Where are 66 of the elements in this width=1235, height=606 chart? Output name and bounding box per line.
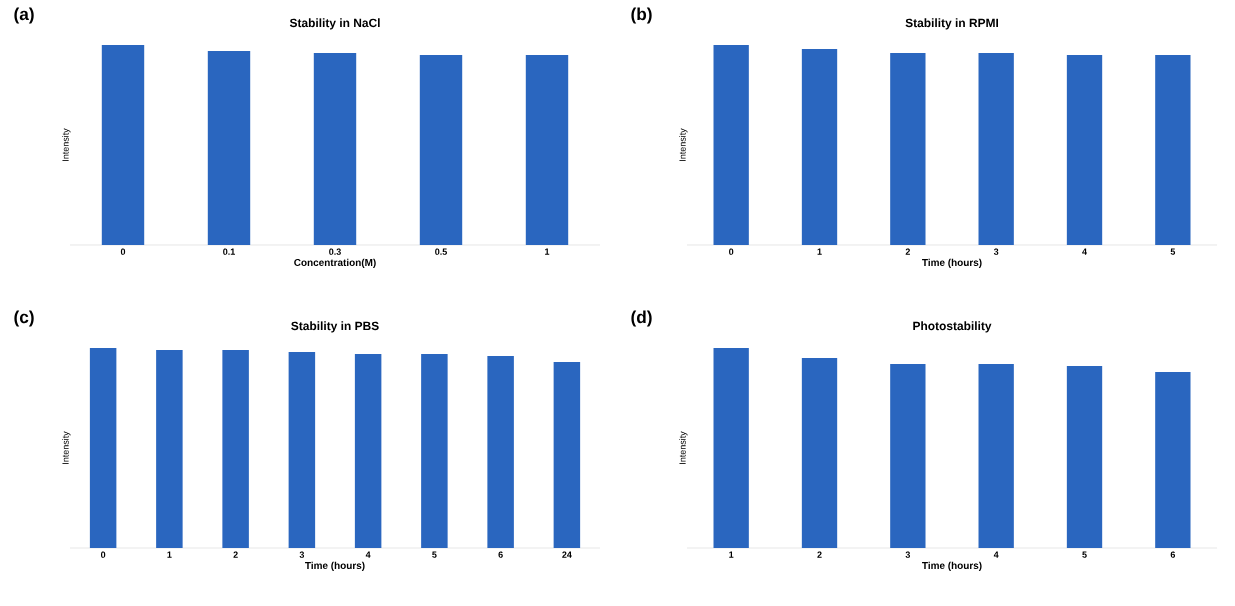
- x-axis-title: Time (hours): [922, 561, 982, 571]
- bar: [978, 53, 1014, 245]
- x-tick-label: 1: [545, 248, 550, 255]
- bar: [801, 358, 838, 548]
- chart-title: Stability in RPMI: [905, 18, 999, 30]
- x-tick-label: 0: [729, 248, 734, 255]
- bar: [978, 364, 1014, 548]
- x-tick-label: 2: [817, 551, 822, 558]
- bar: [421, 354, 448, 548]
- x-tick-label: 1: [817, 248, 822, 255]
- x-tick-label: 3: [905, 551, 911, 558]
- text: (d): [631, 310, 652, 327]
- x-tick-label: 5: [432, 551, 437, 558]
- bar: [713, 348, 749, 548]
- x-tick-label: 0.1: [223, 248, 235, 255]
- x-tick-label: 2: [905, 248, 910, 255]
- text: (c): [14, 310, 34, 327]
- bar: [313, 53, 357, 245]
- chart-title: Stability in NaCl: [289, 18, 380, 30]
- bar: [89, 348, 117, 548]
- bar: [1066, 55, 1103, 245]
- x-tick-label: 0.3: [329, 248, 341, 255]
- bar: [1155, 372, 1191, 548]
- x-axis-title: Time (hours): [305, 561, 365, 571]
- x-tick-label: 4: [1082, 248, 1087, 255]
- x-tick-label: 4: [993, 551, 999, 558]
- bar: [801, 49, 838, 245]
- bar: [419, 55, 463, 245]
- x-axis-title: Time (hours): [922, 258, 982, 268]
- bar: [713, 45, 749, 245]
- bar: [890, 53, 926, 245]
- x-tick-label: 0: [100, 551, 106, 558]
- bar: [288, 352, 316, 548]
- x-tick-label: 5: [1170, 248, 1176, 255]
- text: (b): [631, 7, 652, 24]
- chart-title: Photostability: [913, 321, 992, 333]
- bar: [553, 362, 581, 548]
- x-tick-label: 2: [233, 551, 238, 558]
- x-tick-label: 3: [993, 248, 999, 255]
- x-tick-label: 6: [498, 551, 503, 558]
- bar: [354, 354, 382, 548]
- y-axis-title: Intensity: [679, 128, 688, 161]
- bar: [1155, 55, 1191, 245]
- x-tick-label: 0.5: [435, 248, 447, 255]
- bar: [890, 364, 926, 548]
- bar: [101, 45, 145, 245]
- x-tick-label: 24: [562, 551, 572, 558]
- bar: [222, 350, 249, 548]
- x-tick-label: 6: [1170, 551, 1176, 558]
- x-tick-label: 1: [167, 551, 172, 558]
- bar: [487, 356, 514, 548]
- x-tick-label: 1: [729, 551, 734, 558]
- chart-title: Stability in PBS: [291, 321, 379, 333]
- text: (a): [14, 7, 34, 24]
- x-tick-label: 3: [299, 551, 305, 558]
- bar: [207, 51, 251, 245]
- x-tick-label: 0: [120, 248, 126, 255]
- bar: [525, 55, 569, 245]
- bar: [156, 350, 183, 548]
- x-tick-label: 4: [365, 551, 371, 558]
- y-axis-title: Intensity: [62, 431, 71, 464]
- y-axis-title: Intensity: [62, 128, 71, 161]
- y-axis-title: Intensity: [679, 431, 688, 464]
- x-axis-title: Concentration(M): [294, 258, 376, 268]
- x-tick-label: 5: [1082, 551, 1087, 558]
- bar: [1066, 366, 1103, 548]
